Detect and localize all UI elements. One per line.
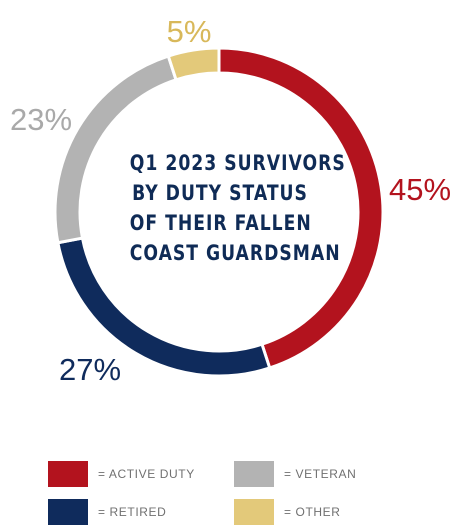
chart-title-line-1: Q1 2023 SURVIVORS bbox=[129, 151, 346, 175]
data-label-veteran: 23% bbox=[10, 102, 72, 137]
data-label-other: 5% bbox=[167, 14, 212, 49]
data-label-active-duty: 45% bbox=[389, 172, 451, 207]
donut-slice-other bbox=[166, 46, 221, 82]
donut-chart: 45% 27% 23% 5% bbox=[10, 14, 451, 387]
legend-item-other: = OTHER bbox=[234, 497, 341, 527]
data-label-retired: 27% bbox=[59, 352, 121, 387]
legend-label-other: = OTHER bbox=[284, 505, 341, 519]
legend-swatch-retired bbox=[48, 499, 88, 525]
legend-label-veteran: = VETERAN bbox=[284, 467, 357, 481]
chart-title-line-4: COAST GUARDSMAN bbox=[129, 241, 341, 265]
chart-title-line-2: BY DUTY STATUS bbox=[132, 181, 308, 205]
legend-item-veteran: = VETERAN bbox=[234, 459, 356, 489]
legend-item-active-duty: = ACTIVE DUTY bbox=[48, 459, 195, 489]
legend-label-active-duty: = ACTIVE DUTY bbox=[98, 467, 195, 481]
chart-title: Q1 2023 SURVIVORS BY DUTY STATUS OF THEI… bbox=[129, 148, 346, 268]
chart-title-line-3: OF THEIR FALLEN bbox=[129, 211, 312, 235]
legend-swatch-active-duty bbox=[48, 461, 88, 487]
legend-swatch-other bbox=[234, 499, 274, 525]
legend-swatch-veteran bbox=[234, 461, 274, 487]
legend-item-retired: = RETIRED bbox=[48, 497, 166, 527]
legend-label-retired: = RETIRED bbox=[98, 505, 167, 519]
